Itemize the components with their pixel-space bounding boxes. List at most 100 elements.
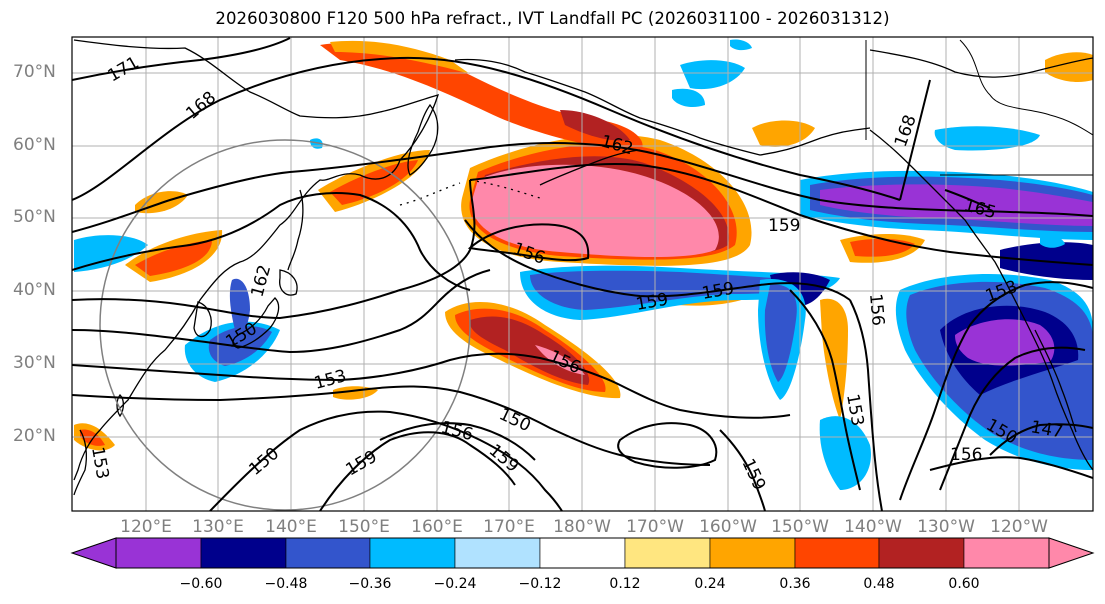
shade-cyan-blob-b [1040, 236, 1065, 248]
contour-156 [72, 269, 491, 354]
contour-label: 168 [891, 112, 921, 149]
colorbar [70, 537, 1095, 569]
colorbar-segment [709, 537, 796, 569]
coast-luzon [73, 429, 87, 496]
shade-bering-cyan-2 [672, 88, 705, 108]
contour-label: 150 [245, 444, 283, 480]
colorbar-tick-label: −0.60 [179, 576, 223, 592]
contour-south-east-closed [617, 422, 718, 469]
longitude-label: 140°E [265, 517, 317, 537]
shade-alaska-orange [752, 120, 815, 147]
coast-taiwan [116, 394, 125, 418]
contour-label: 159 [634, 290, 669, 315]
latitude-label: 30°N [13, 353, 56, 373]
shade-bering-darkred [560, 110, 630, 141]
latitude-label: 20°N [13, 426, 56, 446]
coast-north-america-north [869, 49, 1093, 78]
colorbar-segment [624, 537, 711, 569]
contour-label: 171 [105, 53, 143, 87]
colorbar-segment [539, 537, 626, 569]
positive-shading [74, 40, 1093, 451]
contour-165-bc [944, 189, 991, 209]
contour-168-alaska [899, 79, 931, 201]
colorbar-segment [963, 537, 1050, 569]
coast-east-asia [73, 39, 439, 481]
latitude-label: 40°N [13, 280, 56, 300]
shade-central-pacific-darkred [469, 316, 590, 385]
colorbar-extend-low [70, 537, 117, 569]
negative-shading [74, 39, 1093, 490]
graticule [72, 37, 1093, 511]
contour-label: 162 [248, 263, 276, 300]
shade-east-pacific-tongue-blue [764, 284, 797, 382]
longitude-label: 150°E [338, 517, 390, 537]
colorbar-tick-label: −0.48 [264, 576, 308, 592]
contour-150 [72, 385, 711, 466]
shade-cyan-blob-a [730, 39, 752, 51]
colorbar-tick-label: 0.12 [609, 576, 641, 592]
contour-159-east [719, 429, 766, 511]
colorbar-tick-label: −0.24 [433, 576, 477, 592]
longitude-label: 160°E [411, 517, 463, 537]
contour-label: 156 [950, 445, 982, 465]
contour-156-mid [379, 422, 536, 461]
shade-japan-spike [229, 278, 250, 334]
contour-147 [989, 423, 1093, 456]
map-frame [71, 36, 1094, 512]
colorbar-segment [454, 537, 541, 569]
colorbar-tick-label: −0.12 [518, 576, 562, 592]
longitude-label: 130°W [917, 517, 975, 537]
contour-156-east [849, 299, 883, 511]
contour-168 [72, 56, 901, 201]
coast-kamchatka [407, 103, 439, 176]
coast-canada-inland [959, 39, 1093, 136]
colorbar-tick-label: 0.36 [779, 576, 811, 592]
contour-162-west [72, 192, 471, 291]
map-plot-area: 171 168 162 162 165 168 159 156 159 159 … [72, 37, 1093, 511]
shade-west-us-purple [955, 319, 1055, 366]
contour-159 [72, 179, 476, 320]
shade-subtropical-orange [820, 298, 848, 420]
shade-arctic-cyan [934, 126, 1040, 151]
colorbar-tick-label: 0.60 [948, 576, 980, 592]
contour-165 [72, 142, 1093, 233]
shade-british-columbia-purple [820, 184, 1093, 226]
longitude-label: 160°W [699, 517, 757, 537]
contour-label: 159 [768, 216, 800, 236]
colorbar-tick-label: 0.48 [863, 576, 895, 592]
map-title: 2026030800 F120 500 hPa refract., IVT La… [215, 9, 890, 28]
longitude-label: 170°W [626, 517, 684, 537]
shade-subtropical-band-blue [530, 270, 820, 310]
latitude-label: 50°N [13, 207, 56, 227]
shade-northeast-china-red [135, 240, 212, 276]
coast-baja [1034, 329, 1077, 433]
contour-171 [72, 37, 291, 81]
coast-alaska [454, 58, 871, 156]
contour-153-ne [899, 281, 1093, 501]
range-circle [99, 139, 471, 511]
contour-label: 153 [87, 445, 112, 480]
shade-gulf-of-alaska-pink [471, 164, 719, 257]
contour-153 [72, 352, 791, 419]
longitude-label: 140°W [844, 517, 902, 537]
colorbar-extend-high [1048, 537, 1095, 569]
shade-aleutian-arc [320, 43, 643, 152]
longitude-label: 170°E [483, 517, 535, 537]
colorbar-tick-label: 0.24 [694, 576, 726, 592]
contour-153-east [789, 289, 861, 491]
longitude-label: 180°W [553, 517, 611, 537]
contour-150-ne [939, 346, 1086, 491]
height-contours [72, 37, 1093, 511]
colorbar-segment [878, 537, 965, 569]
contour-150-south [209, 410, 563, 511]
coast-sakhalin [287, 189, 304, 271]
colorbar-segment [369, 537, 456, 569]
colorbar-segment [115, 537, 202, 569]
contour-162-east [469, 162, 1093, 266]
coast-aleutians [399, 179, 541, 206]
colorbar-segment [200, 537, 287, 569]
coast-hokkaido [279, 269, 298, 296]
contour-label: 156 [865, 293, 888, 327]
coast-alaska-peninsula [539, 149, 641, 186]
